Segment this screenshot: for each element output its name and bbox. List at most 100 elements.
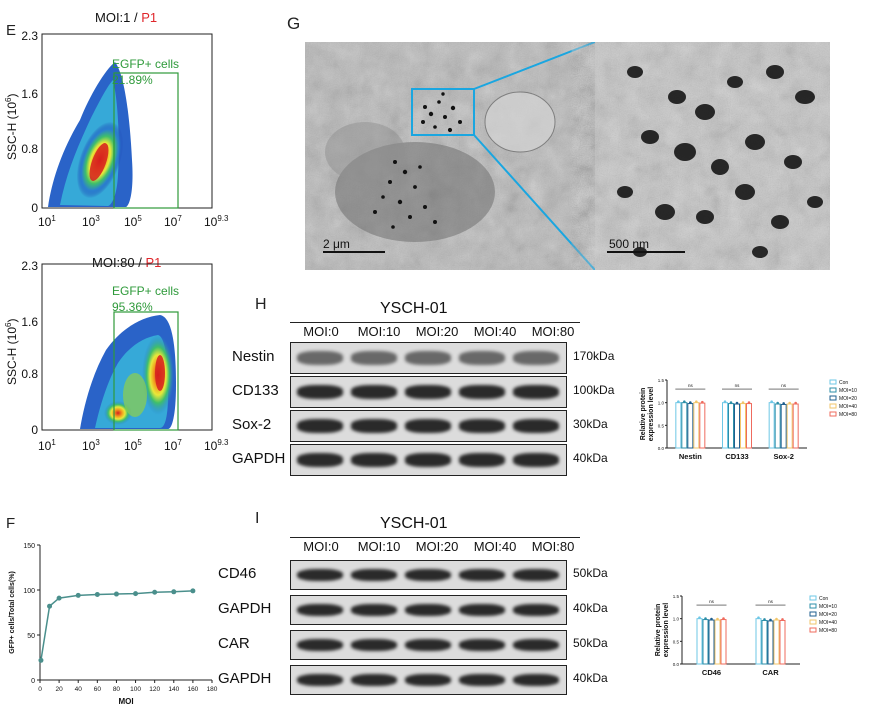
xtick-label: 101 xyxy=(38,214,56,229)
flow-ylabel-1: SSC-H (106) xyxy=(4,94,19,160)
wb-row-label: CD46 xyxy=(218,565,257,582)
wb-band xyxy=(351,453,397,467)
lane-label: MOI:10 xyxy=(357,324,401,339)
bar-dot xyxy=(695,400,698,403)
f-xtick-label: 140 xyxy=(168,686,179,693)
lane-label: MOI:80 xyxy=(531,324,575,339)
bar xyxy=(755,618,762,665)
bar-dot xyxy=(689,401,692,404)
f-data-point xyxy=(171,589,177,595)
wb-blot-strip xyxy=(290,560,567,590)
wb-kda-label: 170kDa xyxy=(573,349,615,363)
ytick-label: 1.6 xyxy=(21,315,38,329)
legend-swatch xyxy=(809,627,817,633)
wb-h-header: YSCH-01 xyxy=(380,300,448,317)
lane-label: MOI:20 xyxy=(415,539,459,554)
bar-ytick-label: 1.5 xyxy=(658,378,665,383)
xtick-label: 103 xyxy=(82,214,100,229)
scale-label-right: 500 nm xyxy=(609,237,649,251)
wb-band xyxy=(297,385,343,399)
legend-label: MOI=20 xyxy=(819,612,837,618)
bar-dot xyxy=(769,618,772,622)
f-ytick-label: 150 xyxy=(23,543,35,550)
wb-band xyxy=(351,351,397,365)
bar-dot xyxy=(704,617,707,620)
bar-category-label: Sox-2 xyxy=(773,452,793,461)
xtick-label: 109.3 xyxy=(204,438,229,453)
zoom-box xyxy=(411,88,475,136)
bar xyxy=(728,403,734,449)
wb-band xyxy=(513,673,559,687)
bar-category-label: Nestin xyxy=(679,452,702,461)
bar-ylabel: expression level xyxy=(663,603,670,658)
legend-swatch xyxy=(829,395,837,401)
legend-swatch xyxy=(809,603,817,609)
bar-dot xyxy=(722,617,725,620)
legend-label: Con xyxy=(839,380,848,386)
svg-text:MOI:1 / P1: MOI:1 / P1 xyxy=(95,10,157,25)
f-xtick-label: 120 xyxy=(149,686,160,693)
wb-row-label: GAPDH xyxy=(218,600,272,617)
legend-label: MOI=10 xyxy=(819,604,837,610)
bar-chart-h: 0.0 0.5 1.0 1.5 Relative protein expression l… xyxy=(640,378,857,461)
flow-ylabel-2: SSC-H (106) xyxy=(4,319,19,385)
sig-label: ns xyxy=(688,383,694,388)
wb-band xyxy=(513,638,559,652)
ytick-label: 2.3 xyxy=(21,29,38,43)
wb-row-label: GAPDH xyxy=(232,450,286,467)
bar xyxy=(722,402,728,449)
legend-swatch xyxy=(829,379,837,385)
wb-kda-label: 50kDa xyxy=(573,636,608,650)
wb-band xyxy=(405,453,451,467)
wb-band xyxy=(405,603,451,617)
wb-row-label: Nestin xyxy=(232,348,275,365)
bar-ytick-label: 1.0 xyxy=(658,401,665,406)
zoom-line-top xyxy=(473,42,596,90)
ytick-label: 0.8 xyxy=(21,367,38,381)
wb-kda-label: 40kDa xyxy=(573,451,608,465)
xtick-label: 109.3 xyxy=(204,214,229,229)
bar-dot xyxy=(735,401,739,405)
f-data-point xyxy=(113,591,119,597)
bar-category-label: CAR xyxy=(762,668,779,677)
lane-label: MOI:40 xyxy=(473,539,517,554)
scale-label-left: 2 μm xyxy=(323,237,350,251)
western-blot-i: YSCH-01 MOI:0 MOI:10 MOI:20 MOI:40 MOI:80 xyxy=(280,515,580,554)
bar-dot xyxy=(729,401,733,404)
bar xyxy=(702,619,709,665)
f-data-point xyxy=(190,588,196,594)
wb-band xyxy=(405,673,451,687)
bar-ytick-label: 1.0 xyxy=(673,617,680,622)
wb-band xyxy=(513,385,559,399)
bar xyxy=(740,403,746,449)
gate-percent-2: 95.36% xyxy=(112,300,153,314)
wb-band xyxy=(459,603,505,617)
xtick-label: 101 xyxy=(38,438,56,453)
flow-plot-moi80: MOI:80 / P1 EGFP+ cells 95.36% 2.3 1.6 0… xyxy=(4,255,229,453)
bar xyxy=(767,620,774,665)
wb-row-label: GAPDH xyxy=(218,670,272,687)
panel-letter-g: G xyxy=(287,14,301,33)
bar-dot xyxy=(723,400,727,403)
legend-label: MOI=40 xyxy=(839,404,857,410)
f-xtick-label: 60 xyxy=(94,686,102,693)
gate-label-1: EGFP+ cells xyxy=(112,57,179,71)
bar-category-label: CD133 xyxy=(725,452,748,461)
wb-kda-label: 40kDa xyxy=(573,601,608,615)
tem-particles xyxy=(373,92,462,229)
f-xtick-label: 40 xyxy=(75,686,83,693)
sig-label: ns xyxy=(709,599,715,604)
zoom-line-bottom xyxy=(473,134,596,270)
bar-dot xyxy=(701,400,704,404)
lane-label: MOI:0 xyxy=(303,324,339,339)
bar-dot xyxy=(770,400,773,403)
legend-swatch xyxy=(809,611,817,617)
legend-label: MOI=40 xyxy=(819,620,837,626)
bar-dot xyxy=(683,400,686,403)
bar xyxy=(761,619,768,665)
wb-band xyxy=(459,385,505,399)
bar xyxy=(780,403,787,449)
bar-ytick-label: 0.0 xyxy=(673,662,680,667)
bar-dot xyxy=(747,401,751,404)
wb-blot-strip xyxy=(290,342,567,374)
